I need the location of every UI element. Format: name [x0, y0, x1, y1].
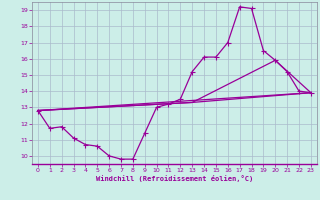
X-axis label: Windchill (Refroidissement éolien,°C): Windchill (Refroidissement éolien,°C) — [96, 175, 253, 182]
